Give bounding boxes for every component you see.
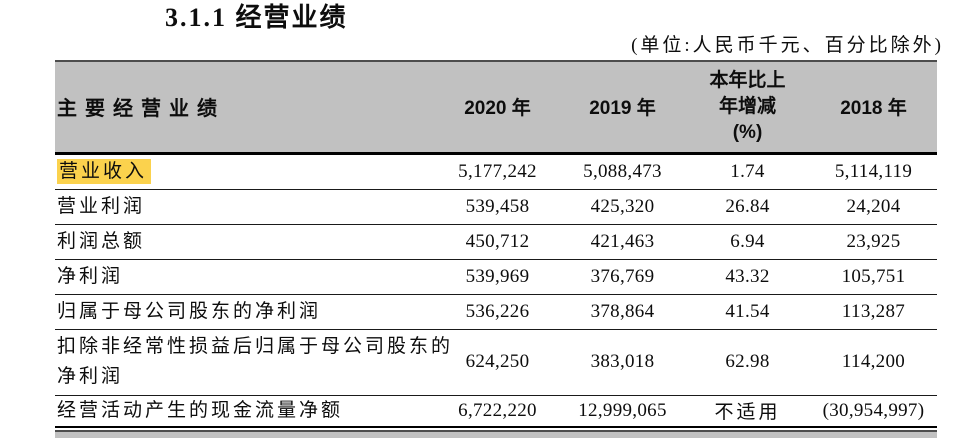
row-label: 归属于母公司股东的净利润	[55, 294, 435, 330]
row-label: 营业利润	[55, 189, 435, 225]
value-2020: 624,250	[435, 329, 560, 396]
operating-results-table: 主要经营业绩 2020 年 2019 年 本年比上 年增减 (%) 2018 年…	[55, 60, 937, 428]
table-body: 营业收入 5,177,242 5,088,473 1.74 5,114,119 …	[55, 153, 937, 428]
value-change: 62.98	[685, 329, 810, 396]
highlighted-text: 营业收入	[57, 158, 152, 184]
row-label: 经营活动产生的现金流量净额	[55, 395, 435, 428]
value-2018: 113,287	[810, 294, 937, 330]
header-row: 主要经营业绩 2020 年 2019 年 本年比上 年增减 (%) 2018 年	[55, 60, 937, 155]
row-label: 净利润	[55, 259, 435, 295]
value-2020: 5,177,242	[435, 153, 560, 190]
header-2018: 2018 年	[810, 60, 937, 155]
value-2019: 421,463	[560, 224, 685, 260]
value-change: 不适用	[685, 395, 810, 428]
value-change: 26.84	[685, 189, 810, 225]
value-2018: 23,925	[810, 224, 937, 260]
table-row-operating-profit: 营业利润 539,458 425,320 26.84 24,204	[55, 189, 937, 225]
table-row-total-profit: 利润总额 450,712 421,463 6.94 23,925	[55, 224, 937, 260]
table-row-net-profit-parent: 归属于母公司股东的净利润 536,226 378,864 41.54 113,2…	[55, 294, 937, 330]
table-row-net-profit-deducted: 扣除非经常性损益后归属于母公司股东的 净利润 624,250 383,018 6…	[55, 329, 937, 396]
value-change: 41.54	[685, 294, 810, 330]
value-2020: 6,722,220	[435, 395, 560, 428]
table-row-revenue: 营业收入 5,177,242 5,088,473 1.74 5,114,119	[55, 153, 937, 190]
value-2019: 376,769	[560, 259, 685, 295]
table-row-operating-cash-flow: 经营活动产生的现金流量净额 6,722,220 12,999,065 不适用 (…	[55, 395, 937, 428]
row-label: 营业收入	[55, 153, 435, 190]
row-label: 扣除非经常性损益后归属于母公司股东的 净利润	[55, 329, 450, 396]
header-2019: 2019 年	[560, 60, 685, 155]
value-2018: 5,114,119	[810, 153, 937, 190]
value-change: 1.74	[685, 153, 810, 190]
value-2019: 383,018	[560, 329, 685, 396]
value-2018: (30,954,997)	[810, 395, 937, 428]
value-2018: 24,204	[810, 189, 937, 225]
value-2019: 5,088,473	[560, 153, 685, 190]
value-2020: 536,226	[435, 294, 560, 330]
value-2019: 378,864	[560, 294, 685, 330]
value-change: 6.94	[685, 224, 810, 260]
header-metric: 主要经营业绩	[55, 60, 435, 155]
table-header: 主要经营业绩 2020 年 2019 年 本年比上 年增减 (%) 2018 年	[55, 60, 937, 155]
header-2020: 2020 年	[435, 60, 560, 155]
header-yoy-change: 本年比上 年增减 (%)	[685, 60, 810, 155]
value-change: 43.32	[685, 259, 810, 295]
table-row-net-profit: 净利润 539,969 376,769 43.32 105,751	[55, 259, 937, 295]
value-2019: 425,320	[560, 189, 685, 225]
section-title: 3.1.1 经营业绩	[165, 3, 348, 32]
row-label: 利润总额	[55, 224, 435, 260]
value-2020: 539,969	[435, 259, 560, 295]
value-2018: 114,200	[810, 329, 937, 396]
next-table-header-partial	[55, 429, 937, 438]
value-2018: 105,751	[810, 259, 937, 295]
value-2020: 450,712	[435, 224, 560, 260]
unit-note: (单位:人民币千元、百分比除外)	[631, 35, 944, 56]
value-2019: 12,999,065	[560, 395, 685, 428]
value-2020: 539,458	[435, 189, 560, 225]
